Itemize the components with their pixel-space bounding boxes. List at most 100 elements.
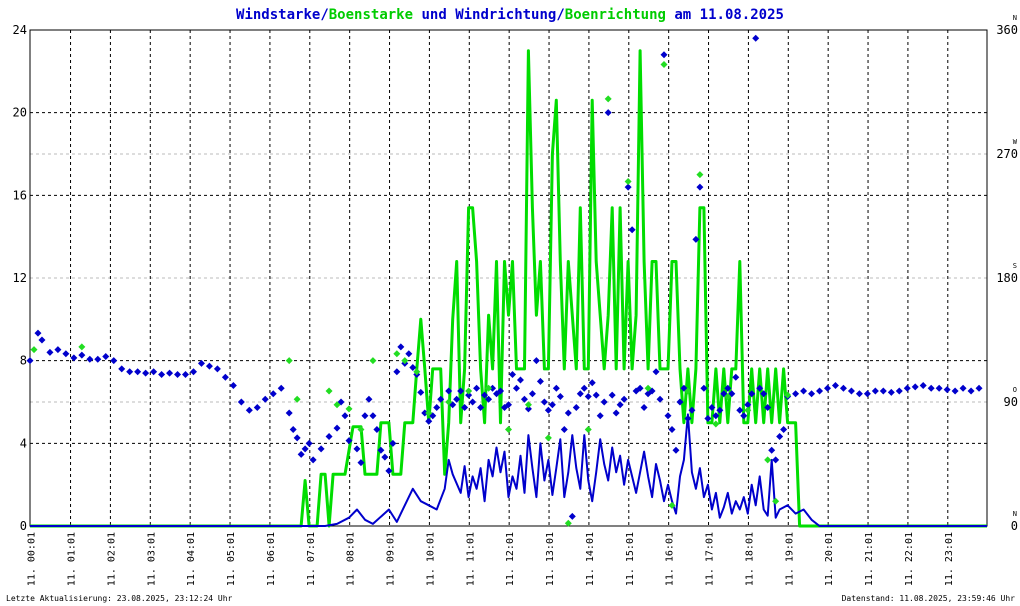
wind-direction-point	[556, 392, 564, 400]
y-right-tick-label: 0	[1011, 519, 1018, 533]
x-tick-label: 11. 07:01	[306, 532, 317, 586]
wind-direction-point	[393, 368, 401, 376]
wind-direction-point	[453, 395, 461, 403]
wind-direction-point	[760, 390, 768, 398]
wind-direction-point	[596, 412, 604, 420]
y-left-tick-label: 0	[20, 519, 27, 533]
wind-direction-point	[118, 365, 126, 373]
wind-direction-point	[34, 329, 42, 337]
wind-direction-point	[261, 395, 269, 403]
wind-direction-point	[544, 406, 552, 414]
wind-direction-point	[417, 388, 425, 396]
wind-direction-point	[269, 390, 277, 398]
wind-direction-point	[967, 387, 975, 395]
x-tick-label: 11. 14:01	[585, 532, 596, 586]
gust-direction-point	[764, 456, 772, 464]
wind-direction-point	[445, 387, 453, 395]
x-tick-label: 11. 08:01	[346, 532, 357, 586]
wind-direction-point	[540, 398, 548, 406]
wind-direction-point	[341, 412, 349, 420]
wind-direction-point	[863, 390, 871, 398]
gust-direction-point	[712, 420, 720, 428]
wind-direction-point	[457, 387, 465, 395]
wind-direction-point	[437, 395, 445, 403]
gust-direction-point	[684, 387, 692, 395]
gust-direction-point	[357, 426, 365, 434]
x-tick-label: 11. 17:01	[705, 532, 716, 586]
wind-direction-point	[524, 405, 532, 413]
wind-direction-point	[592, 391, 600, 399]
x-tick-label: 11. 16:01	[665, 532, 676, 586]
wind-speed-series	[30, 413, 987, 527]
title-part-2: Boenstarke	[329, 7, 413, 23]
wind-direction-point	[895, 387, 903, 395]
wind-direction-point	[756, 384, 764, 392]
wind-direction-point	[668, 426, 676, 434]
wind-direction-point	[369, 412, 377, 420]
wind-direction-point	[134, 368, 142, 376]
wind-direction-point	[847, 387, 855, 395]
gust-direction-point	[401, 357, 409, 365]
wind-direction-point	[520, 395, 528, 403]
x-tick-label: 11. 06:01	[266, 532, 277, 586]
wind-direction-point	[189, 368, 197, 376]
wind-direction-point	[385, 467, 393, 475]
wind-direction-point	[580, 384, 588, 392]
wind-direction-point	[158, 370, 166, 378]
wind-direction-point	[688, 406, 696, 414]
wind-direction-point	[237, 398, 245, 406]
wind-direction-point	[245, 406, 253, 414]
wind-direction-point	[277, 384, 285, 392]
x-tick-label: 11. 21:01	[864, 532, 875, 586]
gust-direction-point	[333, 401, 341, 409]
wind-direction-point	[616, 401, 624, 409]
wind-direction-point	[489, 384, 497, 392]
wind-direction-point	[604, 109, 612, 117]
wind-direction-point	[704, 415, 712, 423]
wind-direction-point	[943, 386, 951, 394]
wind-direction-point	[708, 404, 716, 412]
wind-direction-point	[716, 406, 724, 414]
wind-direction-point	[536, 377, 544, 385]
wind-direction-point	[481, 391, 489, 399]
wind-direction-point	[839, 384, 847, 392]
wind-direction-point	[102, 353, 110, 361]
wind-direction-point	[309, 456, 317, 464]
footer-last-update: Letzte Aktualisierung: 23.08.2025, 23:12…	[6, 594, 233, 603]
x-tick-label: 11. 03:01	[146, 532, 157, 586]
wind-direction-point	[174, 370, 182, 378]
wind-direction-point	[576, 390, 584, 398]
gust-direction-point	[425, 409, 433, 417]
wind-direction-point	[584, 392, 592, 400]
wind-direction-point	[433, 404, 441, 412]
wind-direction-point	[253, 404, 261, 412]
title-part-3: und	[413, 7, 455, 23]
wind-direction-point	[528, 390, 536, 398]
wind-direction-point	[508, 370, 516, 378]
wind-direction-point	[305, 439, 313, 447]
wind-direction-point	[532, 357, 540, 365]
gust-direction-point	[285, 357, 293, 365]
x-tick-label: 11. 09:01	[386, 532, 397, 586]
gust-direction-point	[744, 406, 752, 414]
title-part-6: Boenrichtung	[565, 7, 666, 23]
gust-speed-line	[30, 49, 987, 528]
title-part-4: Windrichtung	[455, 7, 556, 23]
wind-direction-point	[297, 450, 305, 458]
wind-direction-point	[361, 412, 369, 420]
wind-direction-point	[505, 401, 512, 409]
wind-direction-point	[640, 404, 648, 412]
gust-direction-point	[369, 357, 377, 365]
wind-direction-point	[600, 398, 608, 406]
x-tick-label: 11. 23:01	[944, 532, 955, 586]
gust-direction-point	[293, 395, 301, 403]
wind-direction-point	[772, 456, 780, 464]
wind-direction-point	[824, 384, 831, 392]
wind-direction-point	[692, 235, 700, 243]
gust-direction-point	[584, 426, 592, 434]
wind-direction-point	[381, 453, 389, 461]
gust-direction-point	[78, 343, 86, 351]
wind-direction-point	[405, 350, 413, 358]
